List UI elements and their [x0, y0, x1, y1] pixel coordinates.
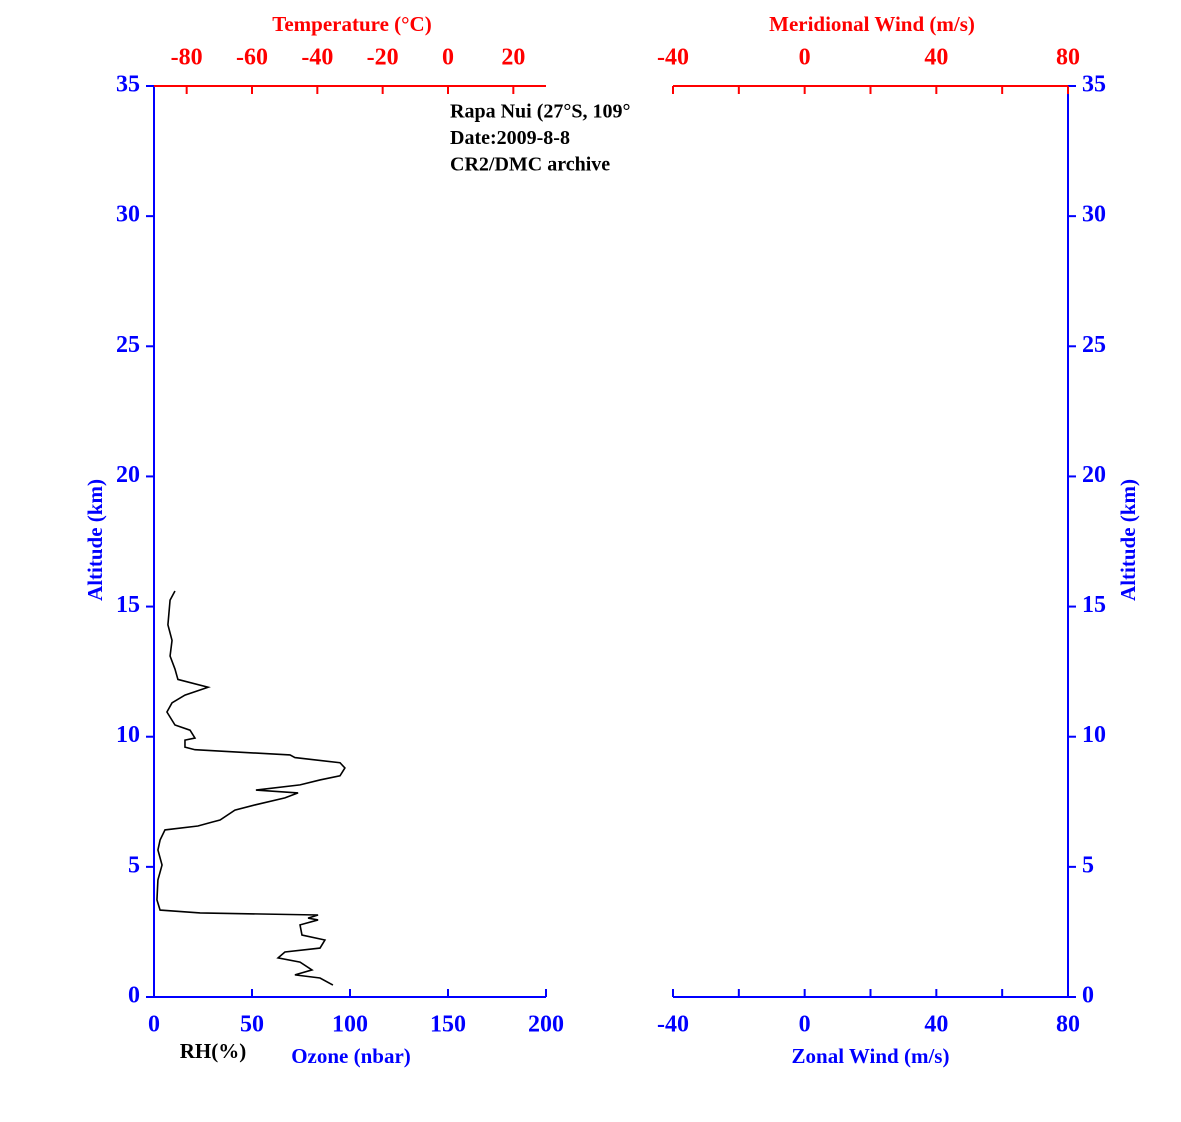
- x-tick-label: 150: [430, 1012, 466, 1038]
- y-tick-label: 30: [116, 202, 140, 228]
- x-tick-label: 80: [1056, 1012, 1080, 1038]
- x-tick-label: 0: [799, 1012, 811, 1038]
- y-tick-label: 15: [116, 592, 140, 618]
- profile-line: [156, 590, 346, 986]
- x2-tick-label: 80: [1056, 45, 1080, 71]
- x-tick-label: 40: [924, 1012, 948, 1038]
- y-axis-label: Altitude (km): [83, 479, 107, 601]
- y-tick-label: 25: [116, 332, 140, 358]
- y-tick-label: 30: [1082, 202, 1106, 228]
- y-tick-label: 15: [1082, 592, 1106, 618]
- y-tick-label: 0: [128, 983, 140, 1009]
- x-tick-label: 50: [240, 1012, 264, 1038]
- x2-tick-label: 40: [924, 45, 948, 71]
- x2-tick-label: 0: [442, 45, 454, 71]
- y-tick-label: 5: [1082, 852, 1094, 878]
- x-tick-label: 0: [148, 1012, 160, 1038]
- x2-tick-label: 20: [501, 45, 525, 71]
- x2-axis-label: Temperature (°C): [272, 12, 431, 36]
- y-tick-label: 10: [116, 722, 140, 748]
- x2-tick-label: -20: [367, 45, 399, 71]
- annotation: Date:2009-8-8: [450, 127, 570, 149]
- y-tick-label: 5: [128, 852, 140, 878]
- x-tick-label: -40: [657, 1012, 689, 1038]
- x2-tick-label: -40: [657, 45, 689, 71]
- annotation: Rapa Nui (27°S, 109°: [450, 101, 630, 123]
- x2-axis-label: Meridional Wind (m/s): [769, 12, 975, 36]
- y-tick-label: 10: [1082, 722, 1106, 748]
- y-axis-label: Altitude (km): [1116, 479, 1140, 601]
- annotation: CR2/DMC archive: [450, 154, 610, 176]
- x-axis-label: Ozone (nbar): [291, 1044, 411, 1068]
- y-tick-label: 20: [1082, 462, 1106, 488]
- y-tick-label: 20: [116, 462, 140, 488]
- x2-tick-label: -60: [236, 45, 268, 71]
- y-tick-label: 0: [1082, 983, 1094, 1009]
- x2-tick-label: -80: [171, 45, 203, 71]
- legend-label: RH(%): [180, 1039, 247, 1063]
- x-tick-label: 200: [528, 1012, 564, 1038]
- y-tick-label: 25: [1082, 332, 1106, 358]
- x2-tick-label: 0: [799, 45, 811, 71]
- x-tick-label: 100: [332, 1012, 368, 1038]
- x2-tick-label: -40: [301, 45, 333, 71]
- x-axis-label: Zonal Wind (m/s): [792, 1044, 950, 1068]
- y-tick-label: 35: [1082, 72, 1106, 98]
- y-tick-label: 35: [116, 72, 140, 98]
